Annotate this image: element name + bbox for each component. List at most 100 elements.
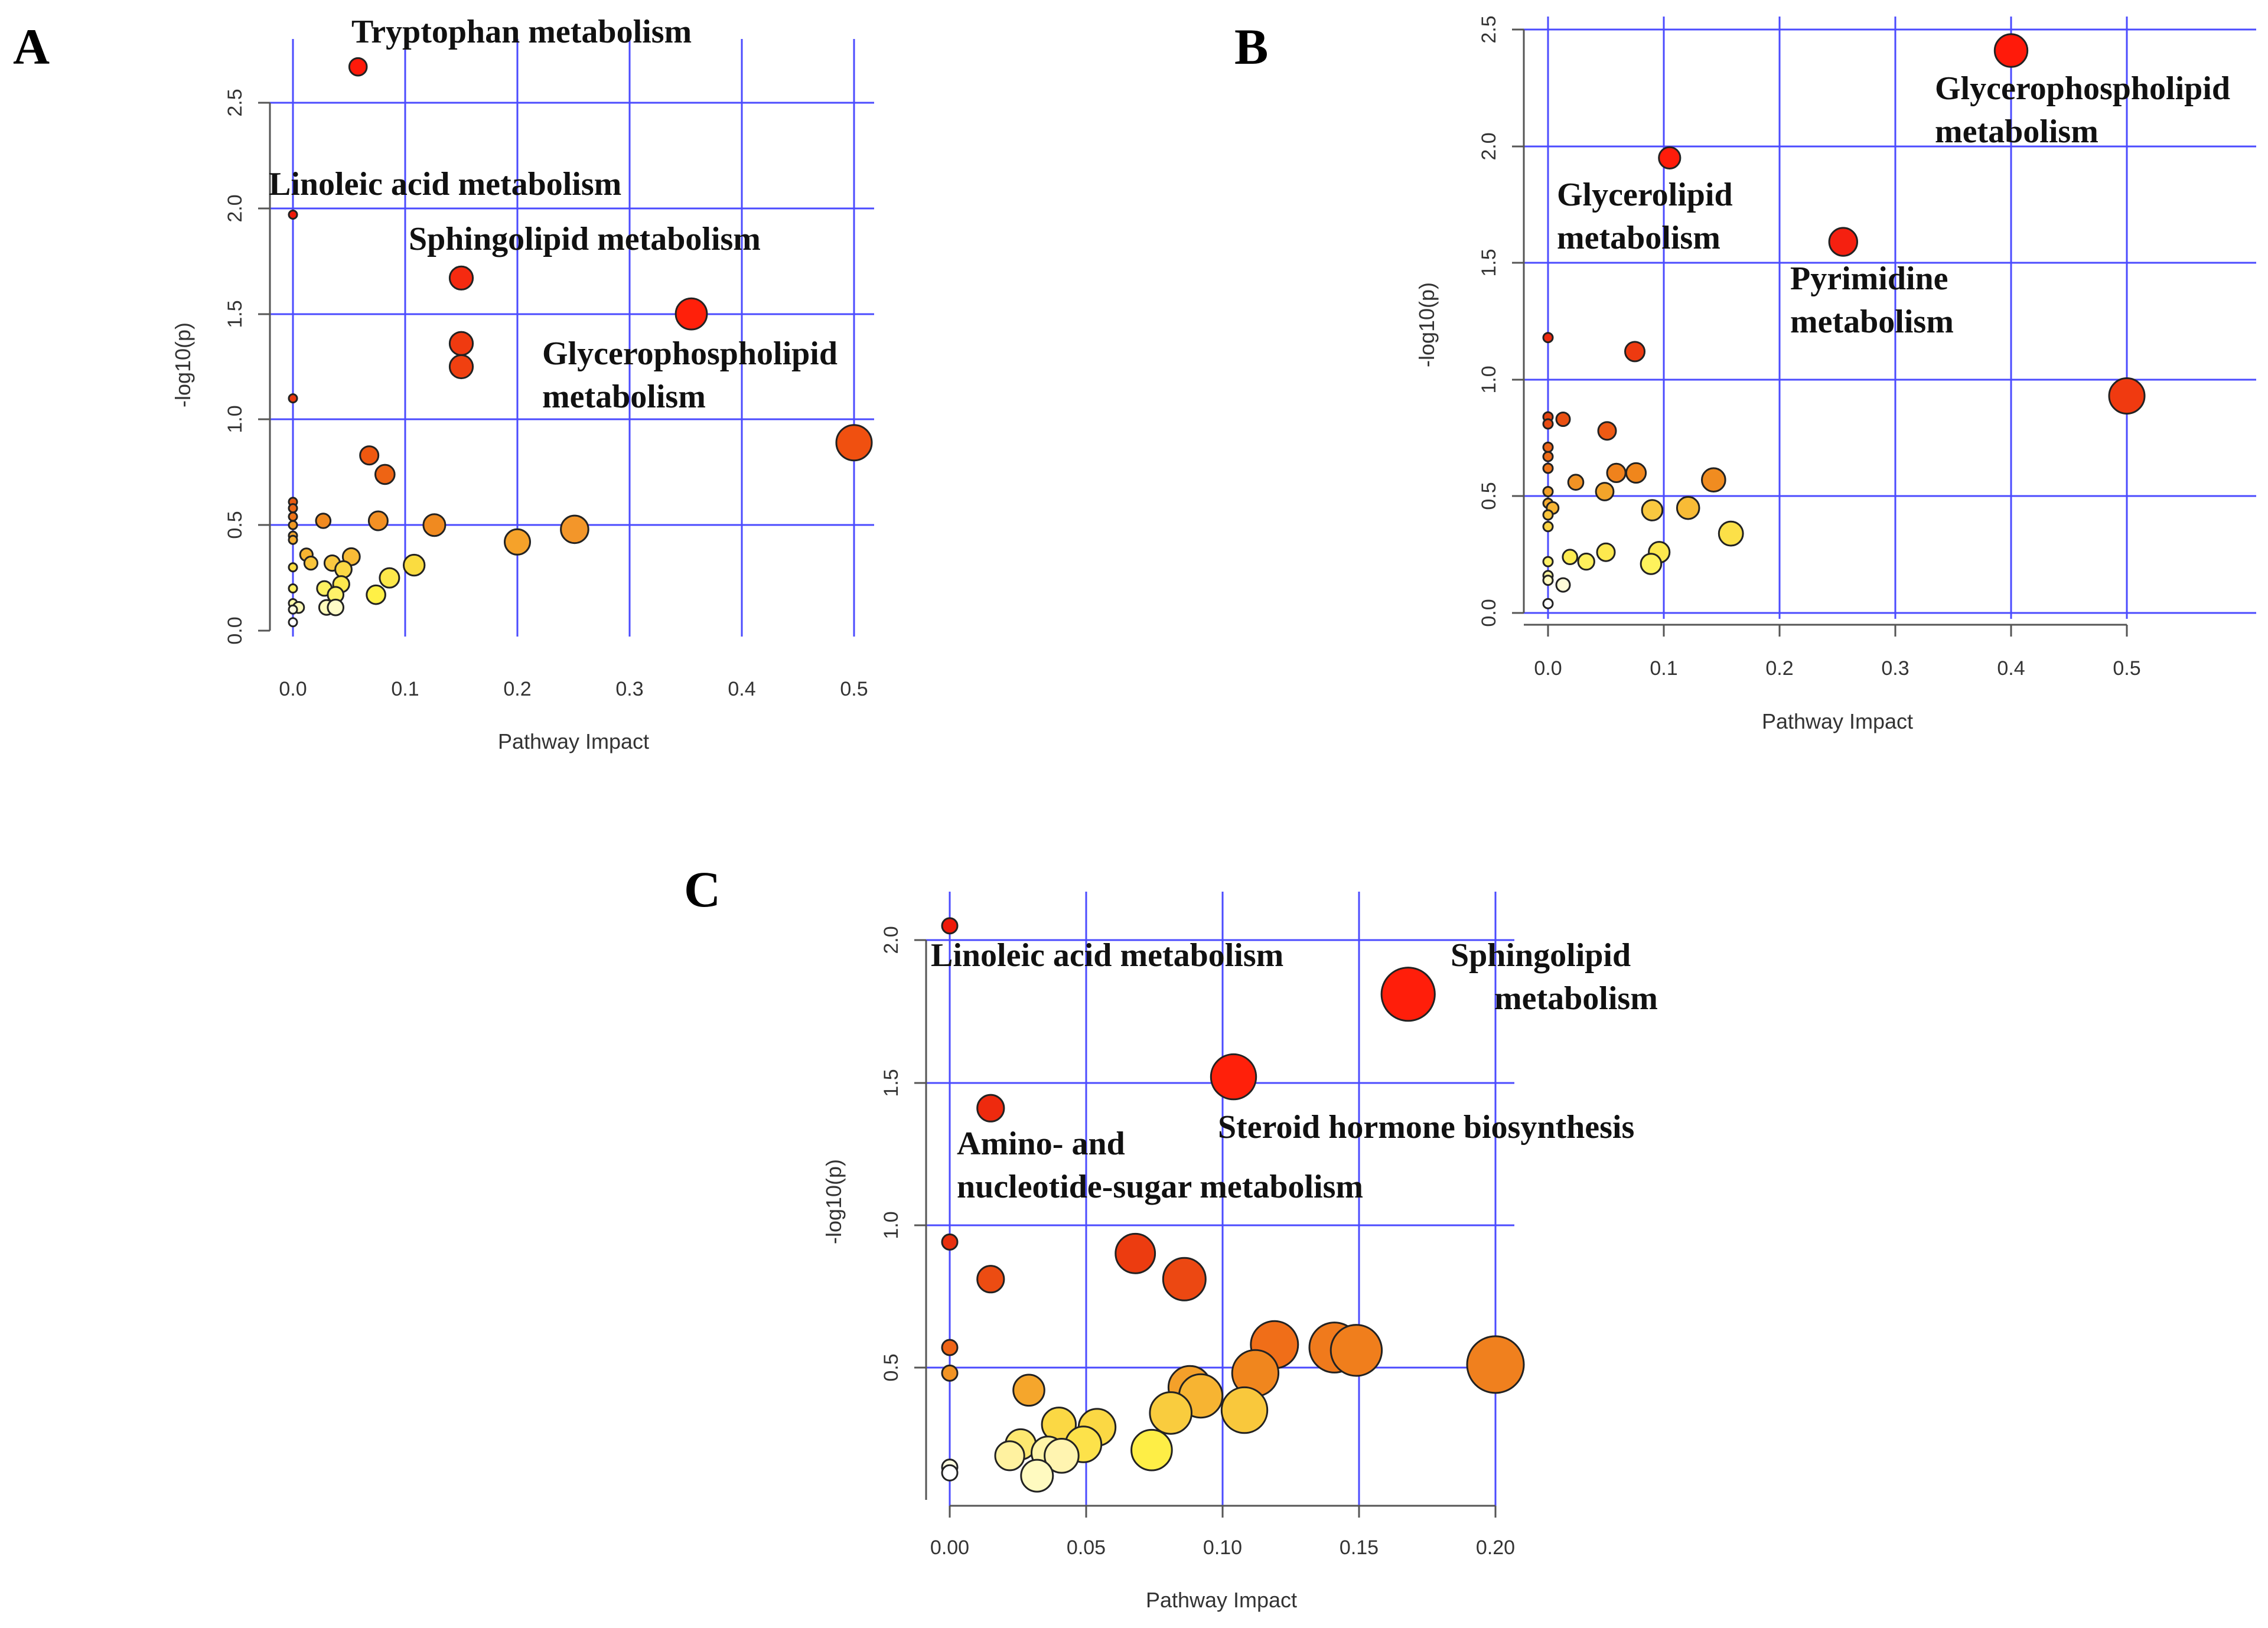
panel-b-point: [1542, 332, 1554, 344]
panel-b-letter: B: [1234, 18, 1268, 75]
panel-b-point: [1828, 227, 1859, 257]
panel-c-y-ticks: 0.5 1.0 1.5 2.0: [880, 926, 926, 1382]
panel-a-x-tick-label: 0.1: [391, 678, 419, 700]
panel-a-point: [288, 562, 298, 573]
panel-c-x-ticks: 0.00 0.05 0.10 0.15 0.20: [930, 1506, 1515, 1559]
panel-b-point: [1542, 556, 1554, 567]
panel-a-x-tick-label: 0.3: [615, 678, 643, 700]
panel-a-point: [448, 331, 474, 356]
panel-c-point: [1149, 1391, 1192, 1435]
panel-c-point: [1020, 1459, 1054, 1493]
panel-c-point: [1044, 1438, 1080, 1474]
panel-c-annotation-sphingolipid: Sphingolipid: [1451, 937, 1631, 974]
panel-b-point: [1542, 575, 1554, 586]
panel-c-point: [976, 1094, 1005, 1123]
panel-b-point: [1658, 146, 1682, 169]
panel-b-point: [1542, 486, 1554, 497]
panel-a-point: [288, 520, 298, 530]
panel-c-point: [976, 1265, 1005, 1294]
panel-a-point: [504, 528, 531, 556]
panel-b-point: [1577, 552, 1595, 571]
panel-c-point: [1220, 1386, 1269, 1434]
panel-b-point: [1625, 462, 1647, 484]
panel-a-point: [334, 560, 353, 579]
panel-b-x-tick-label: 0.4: [1997, 657, 2025, 680]
panel-b-annotation-pyrimidine: Pyrimidine: [1790, 260, 1948, 297]
panel-a-annotations: Tryptophan metabolism Linoleic acid meta…: [269, 14, 838, 415]
panel-a-y-tick-label: 1.5: [224, 300, 246, 328]
panel-a-point: [288, 583, 298, 593]
panel-b-point: [1555, 412, 1571, 427]
panel-a-annotation-glycerophospholipid: Glycerophospholipid: [542, 335, 838, 372]
panel-b-point: [1542, 521, 1554, 533]
panel-a-point: [379, 567, 400, 589]
panel-c-annotation-amino-nucleotide: Amino- and: [957, 1125, 1125, 1162]
panel-a-point: [327, 598, 345, 616]
panel-c-point: [941, 917, 959, 935]
panel-b-point: [1567, 474, 1585, 491]
panel-b-point: [1555, 577, 1571, 593]
panel-a-point: [288, 503, 298, 514]
panel-a-point: [448, 354, 474, 380]
panel-c-x-axis-title: Pathway Impact: [1146, 1588, 1297, 1612]
panel-c-annotation-steroid: Steroid hormone biosynthesis: [1218, 1109, 1634, 1146]
panel-b-x-tick-label: 0.3: [1881, 657, 1909, 680]
panel-b-x-axis-title: Pathway Impact: [1762, 709, 1913, 733]
panel-a-point: [288, 210, 298, 220]
panel-c-y-tick-label: 1.5: [880, 1069, 902, 1097]
panel-a-y-tick-label: 0.0: [224, 616, 246, 644]
panel-b-x-tick-label: 0.0: [1534, 657, 1562, 680]
panel-b-annotation-glycerolipid-line2: metabolism: [1557, 220, 1720, 256]
panel-a-annotation-glycerophospholipid-line2: metabolism: [542, 379, 706, 415]
panel-c-point: [1380, 967, 1436, 1022]
panel-b-point: [1993, 33, 2029, 68]
panel-b-annotation-glycerophospholipid-line2: metabolism: [1935, 113, 2098, 150]
panel-b-y-tick-label: 2.5: [1478, 15, 1500, 43]
panel-a-y-ticks: 0.0 0.5 1.0 1.5 2.0 2.5: [224, 89, 270, 645]
panel-a-letter: A: [13, 18, 50, 75]
panel-a-point: [359, 445, 380, 466]
panel-b-point: [1606, 462, 1627, 484]
panel-b-y-tick-label: 1.5: [1478, 249, 1500, 276]
panel-a-point: [403, 553, 426, 577]
panel-a-point: [288, 534, 298, 545]
panel-a-point: [560, 514, 589, 544]
panel-c-point: [941, 1339, 959, 1356]
panel-b-point: [1624, 341, 1645, 363]
panel-b-y-tick-label: 2.0: [1478, 132, 1500, 160]
panel-b-annotation-pyrimidine-line2: metabolism: [1790, 304, 1954, 340]
panel-a-x-ticks: 0.0 0.1 0.2 0.3 0.4 0.5: [279, 678, 868, 700]
panel-b-annotations: Glycerophospholipid metabolism Glyceroli…: [1557, 70, 2230, 340]
panel-b-x-tick-label: 0.1: [1650, 657, 1677, 680]
panel-b-point: [1542, 418, 1554, 430]
panel-c-grid: [926, 892, 1514, 1506]
panel-b-point: [1718, 520, 1744, 547]
panel-a-point: [422, 513, 447, 537]
panel-c-point: [1115, 1232, 1156, 1274]
panel-a-x-axis-title: Pathway Impact: [498, 729, 649, 753]
panel-b-x-ticks: 0.0 0.1 0.2 0.3 0.4 0.5: [1534, 625, 2141, 680]
panel-b: B 0.0 0.5 1.0 1.5 2: [1234, 15, 2256, 733]
panel-c-x-tick-label: 0.10: [1203, 1536, 1242, 1559]
panel-c-annotation-sphingolipid-line2: metabolism: [1494, 980, 1658, 1017]
panel-b-y-tick-label: 0.5: [1478, 482, 1500, 510]
panel-c-point: [1130, 1428, 1173, 1472]
panel-c-annotation-linoleic: Linoleic acid metabolism: [931, 937, 1283, 974]
panel-c-points: [941, 917, 1525, 1493]
panel-c-letter: C: [684, 861, 721, 918]
panel-a-point: [448, 265, 474, 291]
panel-c-x-tick-label: 0.15: [1340, 1536, 1379, 1559]
panel-b-point: [1542, 509, 1554, 521]
panel-a-point: [366, 584, 386, 605]
panel-a-x-tick-label: 0.5: [840, 678, 868, 700]
panel-b-y-tick-label: 1.0: [1478, 366, 1500, 393]
panel-a-point: [348, 57, 368, 77]
panel-c-point: [941, 1464, 959, 1482]
panel-b-y-ticks: 0.0 0.5 1.0 1.5 2.0 2.5: [1478, 15, 1524, 627]
panel-c-y-tick-label: 1.0: [880, 1211, 902, 1239]
panel-c-x-tick-label: 0.00: [930, 1536, 969, 1559]
panel-a-point: [374, 464, 396, 485]
panel-b-point: [1542, 441, 1554, 453]
panel-a-point: [303, 556, 319, 571]
